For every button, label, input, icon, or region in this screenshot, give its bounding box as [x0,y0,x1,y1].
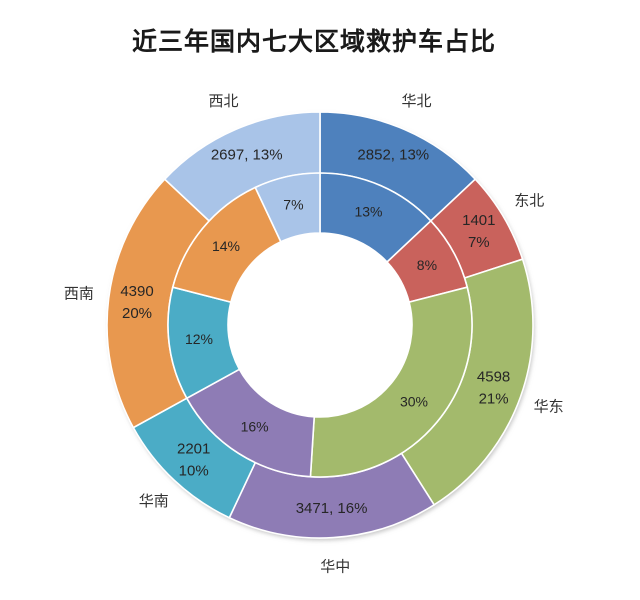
svg-text:华东: 华东 [534,398,564,415]
svg-text:14%: 14% [212,238,240,254]
svg-text:西南: 西南 [64,285,94,302]
svg-text:2201: 2201 [177,440,210,457]
svg-text:3471, 16%: 3471, 16% [296,500,368,517]
svg-text:20%: 20% [122,305,152,322]
svg-text:华南: 华南 [139,493,169,510]
svg-text:1401: 1401 [462,212,495,229]
svg-text:21%: 21% [479,390,509,407]
svg-text:华北: 华北 [401,93,431,110]
svg-text:华中: 华中 [320,558,350,575]
svg-text:13%: 13% [354,204,382,220]
svg-text:12%: 12% [185,331,213,347]
svg-text:东北: 东北 [514,192,544,209]
svg-text:4598: 4598 [477,368,510,385]
svg-text:2697, 13%: 2697, 13% [211,147,283,164]
svg-text:30%: 30% [400,394,428,410]
svg-text:2852, 13%: 2852, 13% [357,147,429,164]
svg-text:4390: 4390 [120,283,153,300]
svg-text:8%: 8% [417,257,437,273]
svg-text:西北: 西北 [208,93,238,110]
svg-text:16%: 16% [241,419,269,435]
svg-text:7%: 7% [468,234,490,251]
svg-text:10%: 10% [179,462,209,479]
svg-text:7%: 7% [283,197,303,213]
